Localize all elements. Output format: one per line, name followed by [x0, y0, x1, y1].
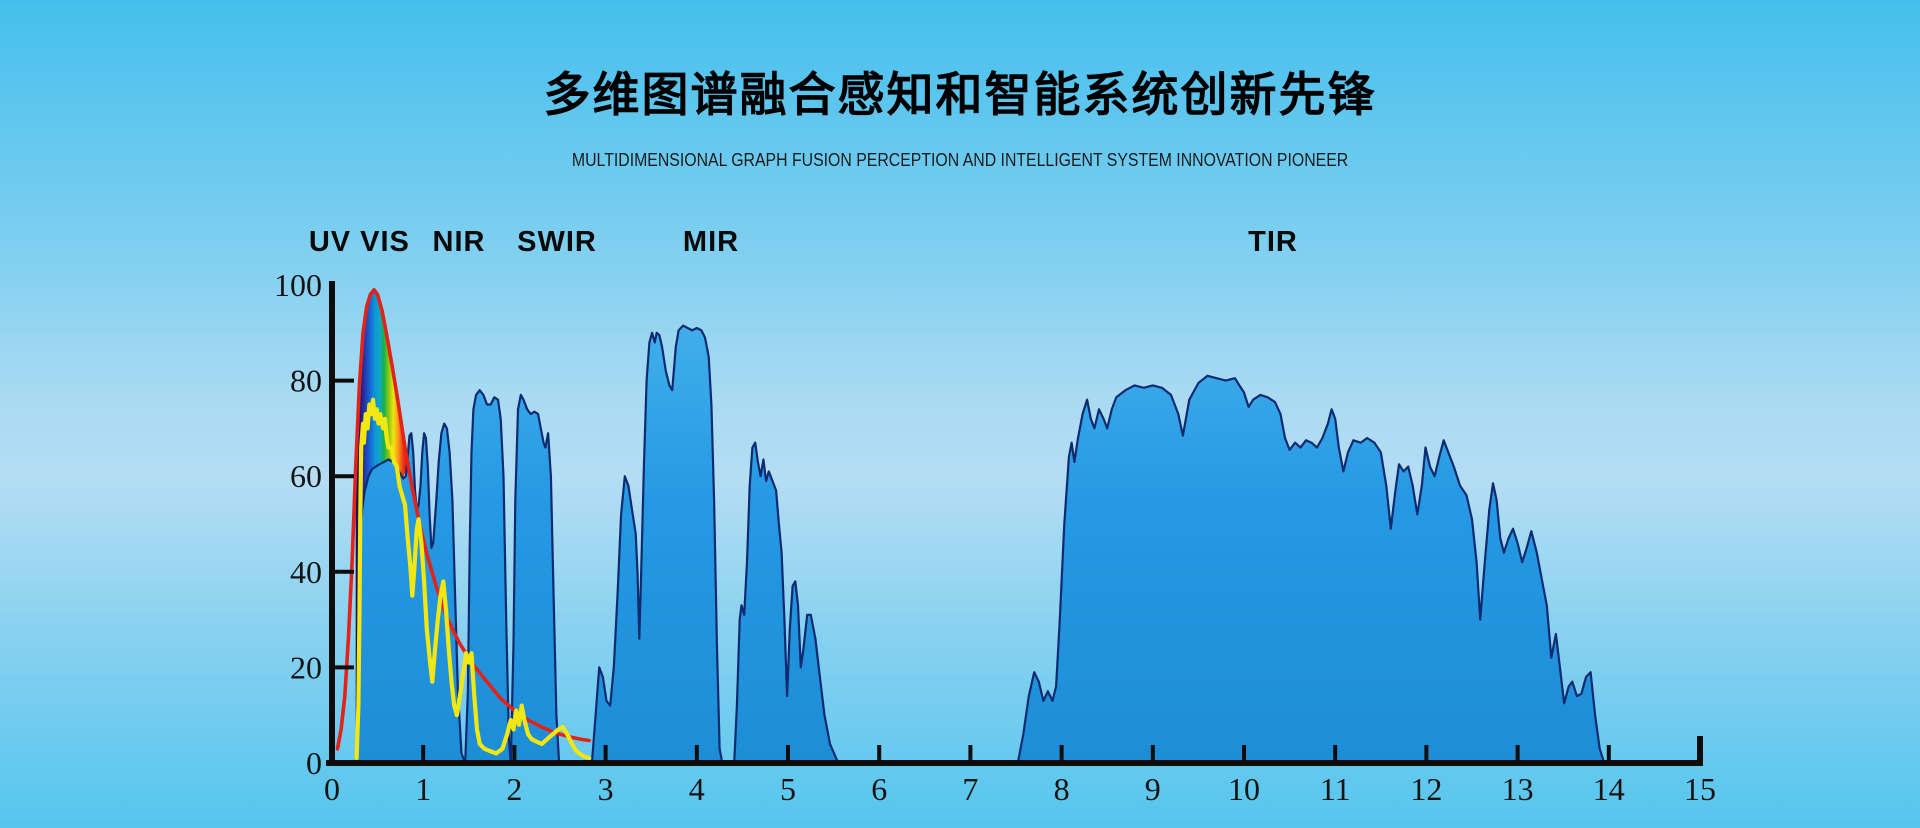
svg-text:7: 7 [962, 771, 978, 807]
svg-text:60: 60 [290, 458, 322, 494]
svg-text:40: 40 [290, 554, 322, 590]
svg-text:2: 2 [506, 771, 522, 807]
series-atmospheric-transmission-fill [355, 325, 1605, 763]
page-title: 多维图谱融合感知和智能系统创新先锋 [543, 68, 1377, 121]
svg-text:5: 5 [780, 771, 796, 807]
band-label-uv: UV [308, 226, 352, 258]
y-axis: 0 20 40 60 80 100 [274, 267, 354, 781]
svg-text:13: 13 [1502, 771, 1534, 807]
svg-text:80: 80 [290, 363, 322, 399]
svg-text:1: 1 [415, 771, 431, 807]
svg-text:9: 9 [1145, 771, 1161, 807]
band-label-tir: TIR [1248, 226, 1298, 258]
svg-text:14: 14 [1593, 771, 1625, 807]
band-label-vis: VIS [360, 226, 410, 258]
svg-text:100: 100 [274, 267, 322, 303]
x-axis: 0 1 2 3 4 5 6 7 8 9 10 11 12 13 14 15 [324, 736, 1716, 807]
svg-text:20: 20 [290, 649, 322, 685]
svg-text:12: 12 [1410, 771, 1442, 807]
svg-text:10: 10 [1228, 771, 1260, 807]
band-label-nir: NIR [432, 226, 486, 258]
page-subtitle: MULTIDIMENSIONAL GRAPH FUSION PERCEPTION… [571, 150, 1349, 170]
svg-text:0: 0 [306, 745, 322, 781]
svg-text:3: 3 [598, 771, 614, 807]
svg-text:0: 0 [324, 771, 340, 807]
band-label-swir: SWIR [517, 226, 597, 258]
svg-text:11: 11 [1320, 771, 1351, 807]
svg-text:8: 8 [1054, 771, 1070, 807]
series-ground-level-solar-spectrum [354, 397, 592, 761]
svg-text:6: 6 [871, 771, 887, 807]
series-atmospheric-transmission-outline [354, 324, 1606, 765]
svg-text:15: 15 [1684, 771, 1716, 807]
svg-text:4: 4 [689, 771, 705, 807]
band-label-mir: MIR [682, 226, 740, 258]
